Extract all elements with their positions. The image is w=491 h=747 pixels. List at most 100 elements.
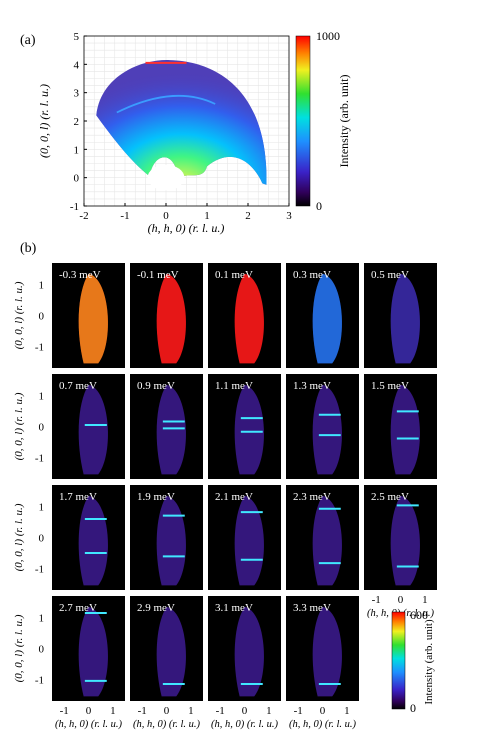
energy-tile: 0.5 meV xyxy=(364,263,437,368)
tile-intensity xyxy=(390,384,420,475)
b-y-tick-label: 1 xyxy=(39,613,45,625)
tile-intensity-high xyxy=(78,273,108,364)
panel-a-colorbar-label: Intensity (arb. unit) xyxy=(337,75,351,168)
panel-b-colorbar-min: 0 xyxy=(410,701,416,715)
tile-intensity xyxy=(312,606,342,697)
b-x-tick-label: 1 xyxy=(266,705,272,717)
b-x-tick-label: -1 xyxy=(294,705,303,717)
b-xlabel: (h, h, 0) (r. l. u.) xyxy=(211,719,279,730)
panel-a-xlabel: (h, h, 0) (r. l. u.) xyxy=(148,221,225,235)
tile-intensity xyxy=(78,273,108,364)
tile-intensity xyxy=(390,495,420,586)
panel-b-colorbar-label: Intensity (arb. unit) xyxy=(423,619,435,705)
energy-label: 0.3 meV xyxy=(293,269,331,281)
b-x-tick-label: 1 xyxy=(110,705,116,717)
energy-label: 2.5 meV xyxy=(371,491,409,503)
panel-b-colorbar-group: 600 0 Intensity (arb. unit) xyxy=(391,608,435,715)
panel-label-a: (a) xyxy=(20,33,36,48)
energy-label: 3.1 meV xyxy=(215,602,253,614)
panel-b-colorbar-max: 600 xyxy=(410,608,428,622)
energy-label: 2.3 meV xyxy=(293,491,331,503)
y-tick-label: 0 xyxy=(74,173,80,185)
b-ylabel: (0, 0, l) (r. l. u.) xyxy=(13,503,25,571)
tile-intensity xyxy=(78,384,108,475)
b-y-tick-label: -1 xyxy=(35,341,44,353)
beam-hole xyxy=(147,164,185,191)
energy-tile: 1.3 meV xyxy=(286,374,359,479)
energy-label: 2.7 meV xyxy=(59,602,97,614)
energy-tile: 2.1 meV xyxy=(208,485,281,590)
energy-label: 1.1 meV xyxy=(215,380,253,392)
b-x-tick-label: 1 xyxy=(422,594,428,606)
b-y-tick-label: 1 xyxy=(39,280,45,292)
x-tick-label: -1 xyxy=(120,210,129,222)
energy-label: 2.1 meV xyxy=(215,491,253,503)
b-ylabel: (0, 0, l) (r. l. u.) xyxy=(13,392,25,460)
b-x-tick-label: 0 xyxy=(242,705,248,717)
energy-label: 1.7 meV xyxy=(59,491,97,503)
tile-intensity xyxy=(234,273,264,364)
b-xlabel: (h, h, 0) (r. l. u.) xyxy=(289,719,357,730)
y-tick-label: 3 xyxy=(74,88,80,100)
y-tick-label: 2 xyxy=(74,116,80,128)
energy-label: 0.5 meV xyxy=(371,269,409,281)
low-q-intensity xyxy=(96,60,267,185)
energy-tile: 2.5 meV xyxy=(364,485,437,590)
energy-label: 1.5 meV xyxy=(371,380,409,392)
b-y-tick-label: -1 xyxy=(35,563,44,575)
b-x-tick-label: -1 xyxy=(372,594,381,606)
panel-b-colorbar xyxy=(391,611,406,710)
tile-intensity xyxy=(234,495,264,586)
tile-intensity xyxy=(312,384,342,475)
panel-a-intensity-map xyxy=(96,60,267,191)
energy-tile: 1.5 meV xyxy=(364,374,437,479)
b-y-tick-label: 1 xyxy=(39,391,45,403)
energy-label: 0.9 meV xyxy=(137,380,175,392)
b-y-tick-label: -1 xyxy=(35,452,44,464)
tile-intensity xyxy=(156,495,186,586)
tile-intensity xyxy=(312,273,342,364)
energy-label: -0.1 meV xyxy=(137,269,179,281)
b-x-tick-label: 0 xyxy=(320,705,326,717)
energy-label: 3.3 meV xyxy=(293,602,331,614)
y-tick-label: 4 xyxy=(74,59,80,71)
tile-intensity xyxy=(390,273,420,364)
energy-tile: 1.7 meV xyxy=(52,485,125,590)
energy-tile: 0.1 meV xyxy=(208,263,281,368)
tile-intensity xyxy=(234,606,264,697)
y-tick-label: 5 xyxy=(74,31,80,43)
energy-tile: 3.1 meV xyxy=(208,596,281,701)
energy-tile: 0.3 meV xyxy=(286,263,359,368)
b-x-tick-label: -1 xyxy=(138,705,147,717)
b-x-tick-label: 1 xyxy=(344,705,350,717)
b-y-tick-label: 0 xyxy=(39,311,45,323)
y-tick-label: -1 xyxy=(70,201,79,213)
b-x-tick-label: 0 xyxy=(164,705,170,717)
tile-intensity xyxy=(156,606,186,697)
b-x-tick-label: -1 xyxy=(216,705,225,717)
energy-tile: 1.9 meV xyxy=(130,485,203,590)
b-y-tick-label: 0 xyxy=(39,533,45,545)
x-tick-label: 2 xyxy=(245,210,251,222)
energy-label: 0.1 meV xyxy=(215,269,253,281)
energy-tile: 2.3 meV xyxy=(286,485,359,590)
tile-intensity xyxy=(78,606,108,697)
b-x-tick-label: 0 xyxy=(398,594,404,606)
panel-a-colorbar-max: 1000 xyxy=(316,29,340,43)
b-y-tick-label: 0 xyxy=(39,422,45,434)
b-x-tick-label: 0 xyxy=(86,705,92,717)
panel-label-b: (b) xyxy=(20,241,37,256)
energy-tile: -0.3 meV xyxy=(52,263,125,368)
x-tick-label: 1 xyxy=(204,210,210,222)
tile-intensity xyxy=(156,273,186,364)
tile-intensity xyxy=(234,384,264,475)
b-y-tick-label: 0 xyxy=(39,644,45,656)
panel-a-colorbar-min: 0 xyxy=(316,199,322,213)
energy-tile: 2.9 meV xyxy=(130,596,203,701)
energy-tile: 2.7 meV xyxy=(52,596,125,701)
b-y-tick-label: -1 xyxy=(35,674,44,686)
energy-label: -0.3 meV xyxy=(59,269,101,281)
tile-intensity-mid xyxy=(312,273,342,364)
